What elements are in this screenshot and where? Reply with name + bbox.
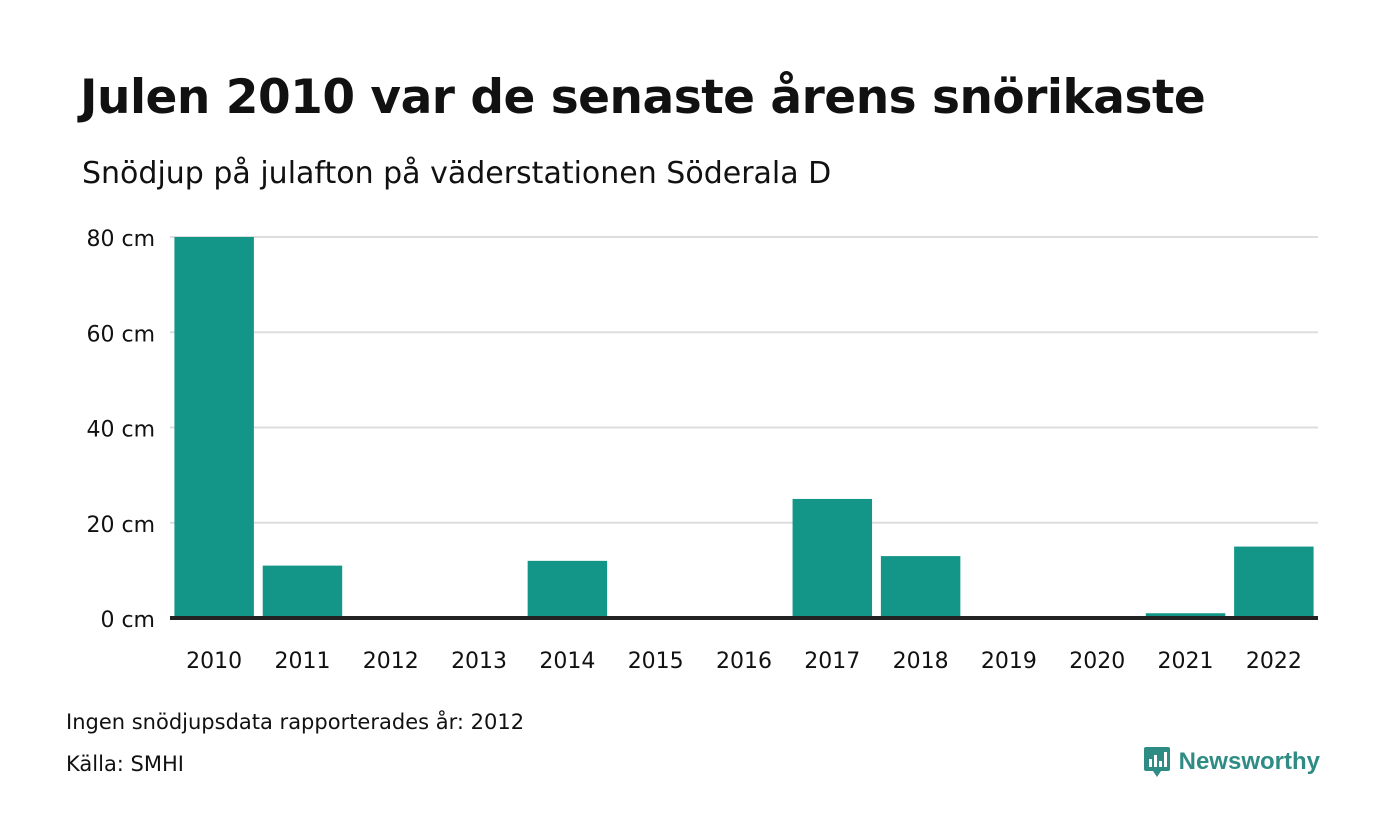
x-tick-label: 2021 [1158,649,1214,674]
bar [792,498,873,618]
source-note: Källa: SMHI [66,752,184,776]
bar [1145,613,1226,618]
x-tick-label: 2020 [1069,649,1125,674]
footnote: Ingen snödjupsdata rapporterades år: 201… [66,710,525,734]
x-tick-label: 2022 [1246,649,1302,674]
bar [174,237,254,618]
x-tick-label: 2016 [716,649,772,674]
x-tick-label: 2015 [628,649,684,674]
bar [262,565,343,618]
y-tick-label: 40 cm [86,418,155,443]
chart-title: Julen 2010 var de senaste årens snörikas… [80,70,1206,125]
brand-name: Newsworthy [1178,748,1320,775]
bar [527,560,608,618]
chart-subtitle: Snödjup på julafton på väderstationen Sö… [82,156,832,191]
bar [880,556,961,618]
y-tick-label: 20 cm [86,513,155,538]
y-tick-label: 0 cm [100,608,155,633]
x-tick-label: 2010 [186,649,242,674]
y-tick-label: 60 cm [86,322,155,347]
bar [1234,546,1314,618]
x-tick-label: 2012 [363,649,419,674]
y-tick-label: 80 cm [86,227,155,252]
x-tick-label: 2018 [893,649,949,674]
brand: Newsworthy [1143,746,1320,778]
x-tick-label: 2019 [981,649,1037,674]
x-tick-label: 2011 [274,649,330,674]
x-tick-label: 2017 [804,649,860,674]
newsworthy-logo-icon [1143,747,1170,777]
x-tick-label: 2013 [451,649,507,674]
x-tick-label: 2014 [539,649,595,674]
